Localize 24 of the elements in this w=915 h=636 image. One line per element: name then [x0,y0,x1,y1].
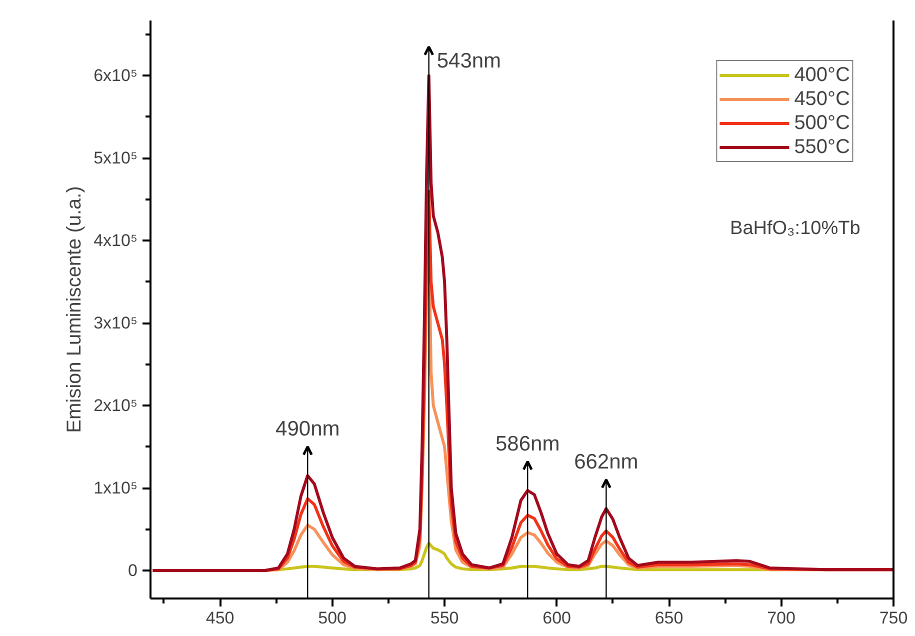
y-tick-label: 1x10⁵ [94,478,138,498]
x-tick-label: 550 [430,608,459,628]
ref-line-label: 662nm [574,450,638,474]
legend-label: 400°C [794,63,850,87]
x-tick-label: 700 [767,608,796,628]
x-tick-label: 750 [879,608,908,628]
legend-label: 500°C [794,111,850,135]
ref-line-label: 543nm [436,49,502,72]
ref-line-label: 490nm [276,418,340,441]
ref-line-label: 586nm [496,432,560,456]
annotation: BaHfO₃:10%Tb [730,218,860,240]
x-tick-label: 450 [206,608,234,628]
y-tick-label: 5x10⁵ [94,148,138,168]
y-tick-label: 4x10⁵ [94,231,138,250]
x-tick-label: 600 [542,608,571,628]
y-tick-label: 3x10⁵ [94,314,138,333]
x-tick-label: 500 [318,608,347,628]
legend-label: 450°C [794,87,850,111]
y-tick-label: 0 [128,560,138,580]
x-tick-label: 650 [654,608,684,628]
y-tick-label: 6x10⁵ [94,66,138,86]
legend-label: 550°C [794,135,850,159]
y-axis-title: Emision Luminiscente (u.a.) [64,186,86,433]
y-tick-label: 2x10⁵ [94,396,138,416]
